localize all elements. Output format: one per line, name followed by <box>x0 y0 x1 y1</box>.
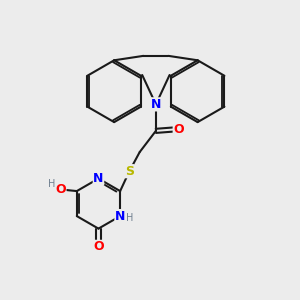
Text: O: O <box>93 240 104 254</box>
Text: N: N <box>93 172 104 185</box>
Text: H: H <box>48 179 56 189</box>
Text: O: O <box>173 123 184 136</box>
Text: O: O <box>55 183 66 196</box>
Text: S: S <box>125 165 134 178</box>
Text: N: N <box>115 210 125 223</box>
Text: N: N <box>151 98 161 111</box>
Text: H: H <box>126 214 133 224</box>
